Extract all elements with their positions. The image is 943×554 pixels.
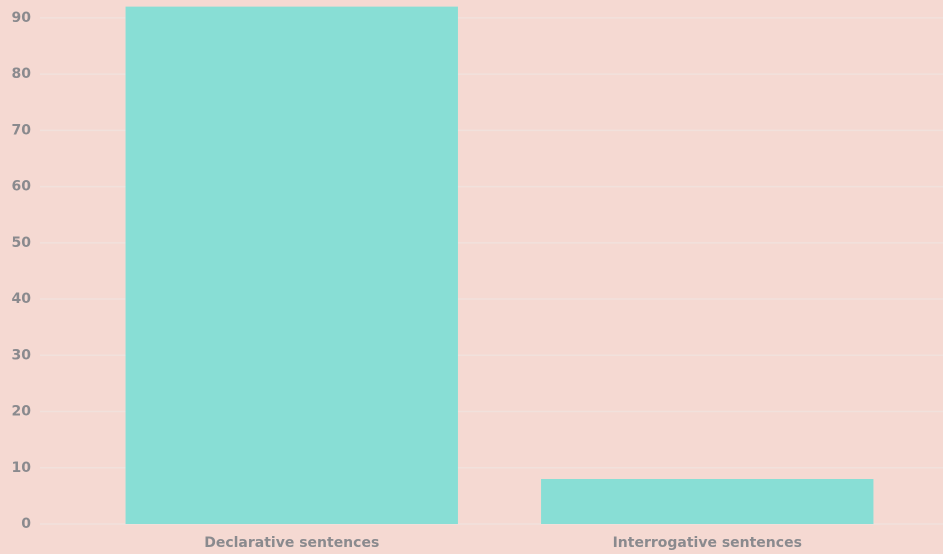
bar (125, 6, 458, 524)
y-tick-label: 20 (12, 404, 32, 420)
x-tick-label: Interrogative sentences (613, 535, 802, 551)
y-tick-label: 70 (12, 122, 32, 138)
y-tick-label: 50 (12, 235, 32, 251)
y-tick-label: 40 (12, 291, 32, 307)
x-tick-label: Declarative sentences (204, 535, 379, 551)
y-tick-label: 60 (12, 179, 32, 195)
y-tick-label: 30 (12, 347, 32, 363)
y-tick-label: 0 (21, 516, 31, 532)
y-tick-label: 80 (12, 66, 32, 82)
y-tick-label: 90 (12, 10, 32, 26)
bar (541, 479, 874, 524)
y-tick-label: 10 (12, 460, 32, 476)
